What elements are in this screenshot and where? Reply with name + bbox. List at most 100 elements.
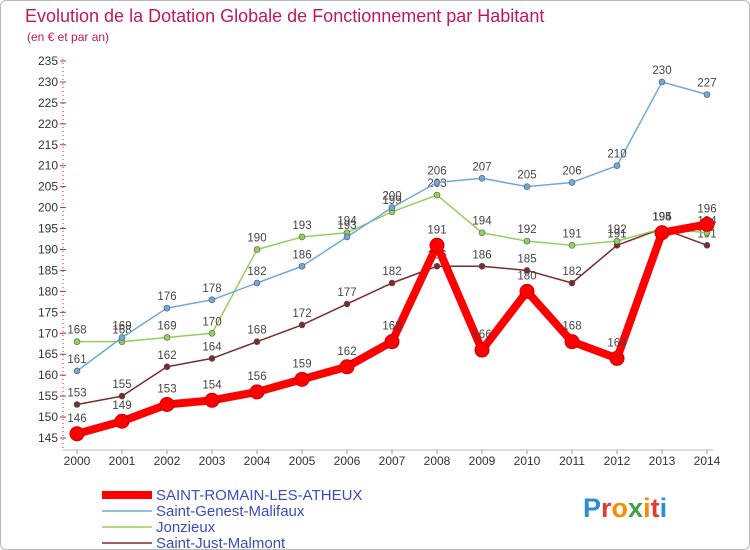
data-label: 192 bbox=[607, 224, 626, 236]
logo-letter: i bbox=[643, 493, 651, 523]
chart-axes: 145 150 155 160 165 170 175 180 185 190 195 200 205 2… bbox=[38, 54, 721, 468]
data-label: 180 bbox=[517, 270, 536, 282]
data-point bbox=[478, 262, 486, 270]
data-point bbox=[163, 304, 171, 312]
data-label: 195 bbox=[652, 212, 671, 224]
data-label: 182 bbox=[562, 266, 581, 278]
data-label: 182 bbox=[247, 266, 266, 278]
data-point bbox=[519, 283, 535, 299]
y-tick-label: 175 bbox=[38, 305, 58, 319]
data-label: 162 bbox=[157, 350, 176, 362]
data-point bbox=[343, 233, 351, 241]
data-label: 166 bbox=[472, 329, 491, 341]
data-label: 159 bbox=[292, 358, 311, 370]
x-tick-label: 2001 bbox=[109, 454, 136, 468]
data-point bbox=[523, 267, 531, 274]
data-point bbox=[478, 229, 486, 237]
data-label: 196 bbox=[697, 203, 716, 215]
data-label: 182 bbox=[382, 266, 401, 278]
x-tick-label: 2003 bbox=[199, 454, 226, 468]
y-tick-label: 200 bbox=[38, 201, 58, 215]
y-tick-label: 185 bbox=[38, 263, 58, 277]
data-point bbox=[433, 179, 441, 186]
data-label: 200 bbox=[382, 191, 401, 203]
logo-letter: o bbox=[612, 493, 629, 523]
data-label: 191 bbox=[607, 228, 626, 240]
data-point bbox=[204, 392, 220, 408]
data-label: 186 bbox=[472, 249, 491, 261]
data-point bbox=[478, 174, 486, 182]
data-point bbox=[523, 237, 531, 245]
data-point bbox=[703, 91, 711, 98]
data-label: 192 bbox=[517, 224, 536, 236]
y-tick-label: 210 bbox=[38, 159, 58, 173]
data-point bbox=[118, 392, 126, 400]
y-tick-label: 155 bbox=[38, 389, 58, 403]
x-tick-label: 2008 bbox=[424, 454, 451, 468]
data-point bbox=[658, 78, 666, 86]
data-label: 168 bbox=[67, 325, 86, 337]
data-point bbox=[114, 413, 130, 429]
series-line bbox=[76, 227, 708, 406]
data-point bbox=[208, 296, 216, 304]
data-point bbox=[208, 355, 216, 362]
logo-letter: P bbox=[583, 493, 601, 523]
data-label: 155 bbox=[112, 379, 131, 391]
data-point bbox=[118, 334, 126, 341]
proxiti-logo: Proxiti bbox=[583, 493, 667, 523]
data-point bbox=[699, 216, 715, 232]
x-tick-label: 2002 bbox=[154, 454, 181, 468]
data-point bbox=[613, 237, 621, 245]
data-label: 164 bbox=[202, 341, 222, 353]
data-point bbox=[253, 338, 261, 345]
data-label: 161 bbox=[67, 354, 86, 366]
x-tick-label: 2007 bbox=[379, 454, 406, 468]
data-point bbox=[388, 279, 396, 287]
y-tick-label: 190 bbox=[38, 243, 58, 257]
data-point bbox=[568, 242, 576, 249]
data-label: 156 bbox=[247, 371, 266, 383]
y-tick-label: 225 bbox=[38, 96, 58, 110]
data-label: 177 bbox=[337, 287, 356, 299]
data-point bbox=[429, 237, 445, 253]
y-tick-label: 180 bbox=[38, 284, 58, 298]
legend-label: Jonzieux bbox=[156, 519, 216, 536]
data-label: 206 bbox=[427, 165, 446, 177]
data-point bbox=[433, 262, 441, 270]
data-point bbox=[384, 334, 400, 350]
legend-label: Saint-Just-Malmont bbox=[156, 535, 286, 550]
chart-title: Evolution de la Dotation Globale de Fonc… bbox=[25, 6, 544, 26]
logo-letter: x bbox=[628, 493, 643, 523]
y-tick-label: 215 bbox=[38, 138, 58, 152]
data-point bbox=[253, 279, 261, 287]
data-label: 168 bbox=[382, 321, 401, 333]
x-tick-label: 2010 bbox=[514, 454, 541, 468]
data-point bbox=[73, 338, 81, 345]
data-label: 154 bbox=[202, 379, 222, 391]
x-tick-label: 2004 bbox=[244, 454, 271, 468]
data-label: 207 bbox=[472, 161, 491, 173]
data-label: 199 bbox=[382, 195, 401, 207]
y-tick-label: 160 bbox=[38, 368, 58, 382]
data-point bbox=[613, 162, 621, 170]
data-point bbox=[298, 233, 306, 241]
logo-letter: t bbox=[651, 493, 660, 523]
data-label: 162 bbox=[337, 346, 356, 358]
y-tick-label: 230 bbox=[38, 75, 58, 89]
data-label: 206 bbox=[562, 165, 581, 177]
series-saint-romain-les-atheux: 146 149 153 154 156 159 162 168 191 166 180 168 164 1… bbox=[67, 203, 717, 442]
data-label: 172 bbox=[292, 308, 311, 320]
data-point bbox=[433, 191, 441, 199]
chart-subtitle: (en € et par an) bbox=[27, 30, 109, 44]
data-label: 191 bbox=[562, 228, 581, 240]
data-label: 193 bbox=[337, 220, 356, 232]
data-point bbox=[73, 401, 81, 408]
data-point bbox=[253, 246, 261, 253]
data-label: 205 bbox=[517, 170, 536, 182]
data-point bbox=[249, 384, 265, 400]
y-tick-label: 205 bbox=[38, 180, 58, 194]
data-label: 210 bbox=[607, 149, 626, 161]
x-tick-label: 2013 bbox=[649, 454, 676, 468]
data-label: 193 bbox=[292, 220, 311, 232]
